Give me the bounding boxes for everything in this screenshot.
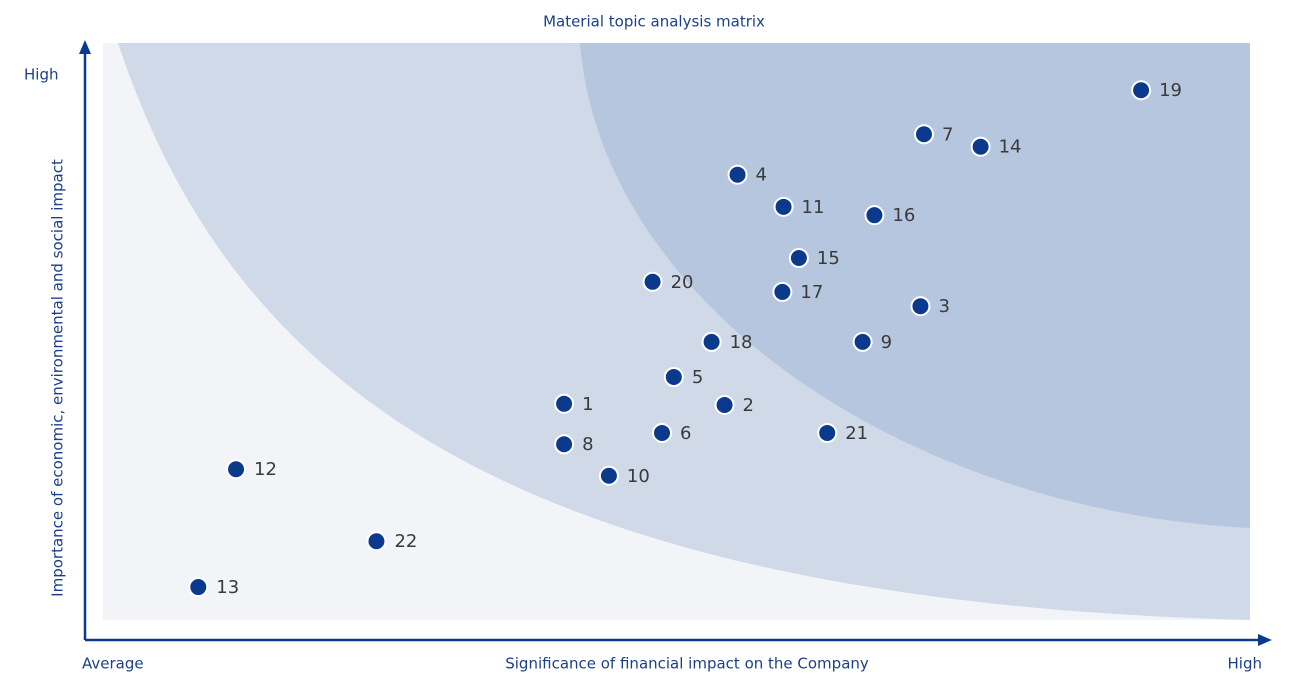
point-label: 3 — [938, 296, 949, 317]
point — [366, 531, 387, 552]
x-axis-title: Significance of financial impact on the … — [505, 655, 869, 673]
point — [652, 422, 673, 443]
point-label: 7 — [942, 124, 953, 145]
point-label: 5 — [692, 367, 703, 388]
y-high-label: High — [24, 66, 58, 84]
x-low-label: Average — [82, 655, 144, 673]
point — [970, 136, 991, 157]
x-arrow — [1258, 634, 1272, 646]
point-label: 4 — [756, 165, 767, 186]
point — [910, 296, 931, 317]
point-label: 22 — [394, 531, 417, 552]
point — [772, 281, 793, 302]
point — [852, 331, 873, 352]
point-label: 19 — [1159, 80, 1182, 101]
point — [1131, 80, 1152, 101]
point-label: 2 — [743, 395, 754, 416]
point — [598, 465, 619, 486]
point-label: 21 — [845, 423, 868, 444]
point — [913, 124, 934, 145]
chart-title: Material topic analysis matrix — [543, 13, 765, 31]
point — [554, 434, 575, 455]
point-label: 20 — [671, 272, 694, 293]
zone-high — [580, 43, 1250, 528]
y-axis-title: Importance of economic, environmental an… — [49, 159, 67, 597]
point — [226, 459, 247, 480]
point — [788, 248, 809, 269]
point — [864, 205, 885, 226]
point — [188, 577, 209, 598]
point — [773, 196, 794, 217]
point — [554, 393, 575, 414]
point — [817, 422, 838, 443]
point-label: 10 — [627, 466, 650, 487]
point-label: 8 — [582, 434, 593, 455]
point-label: 11 — [802, 197, 825, 218]
point-label: 17 — [800, 282, 823, 303]
point-label: 15 — [817, 248, 840, 269]
point — [714, 394, 735, 415]
point — [701, 331, 722, 352]
y-arrow — [79, 40, 91, 54]
point-label: 13 — [216, 577, 239, 598]
point-label: 18 — [730, 332, 753, 353]
point-label: 9 — [881, 332, 892, 353]
point — [727, 164, 748, 185]
point-label: 16 — [892, 205, 915, 226]
x-high-label: High — [1228, 655, 1262, 673]
point-label: 14 — [999, 137, 1022, 158]
point-label: 1 — [582, 394, 593, 415]
point-label: 6 — [680, 423, 691, 444]
point-label: 12 — [254, 459, 277, 480]
point — [663, 367, 684, 388]
point — [642, 271, 663, 292]
